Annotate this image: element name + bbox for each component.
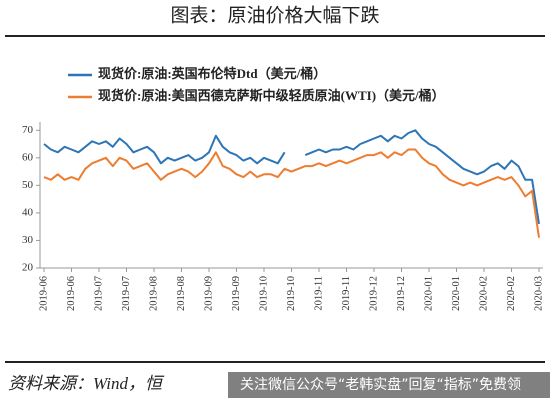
series-line [43,148,540,238]
x-tick-label: 2020-01 [423,276,434,311]
legend-label: 现货价:原油:英国布伦特Dtd（美元/桶） [98,66,326,81]
x-tick-label: 2019-12 [368,276,379,311]
y-tick-label: 20 [22,262,34,274]
x-tick-label: 2019-08 [176,276,187,311]
title: 图表：原油价格大幅下跌 [170,4,379,26]
legend-label: 现货价:原油:美国西德克萨斯中级轻质原油(WTI)（美元/桶） [98,88,445,103]
x-tick-label: 2020-02 [478,276,489,311]
y-tick-label: 60 [22,151,34,163]
x-tick-label: 2019-10 [286,276,297,311]
x-tick-label: 2019-09 [203,276,214,311]
source: 资料来源：Wind，恒 [8,374,165,393]
x-tick-label: 2020-03 [533,276,544,311]
x-tick-label: 2019-06 [66,276,77,311]
x-tick-label: 2019-06 [38,276,49,311]
x-tick-label: 2019-08 [148,276,159,311]
y-tick-label: 40 [22,206,34,218]
x-tick-label: 2019-12 [396,276,407,311]
y-tick-label: 70 [22,124,34,136]
x-tick-label: 2020-01 [451,276,462,311]
x-tick-label: 2019-10 [258,276,269,311]
x-tick-label: 2019-11 [341,276,352,311]
x-tick-label: 2019-07 [93,276,104,311]
x-tick-label: 2019-07 [121,276,132,311]
y-tick-label: 30 [22,234,34,246]
watermark-bg [228,372,550,398]
y-tick-label: 50 [22,179,34,191]
watermark: 关注微信公众号“老韩实盘”回复“指标”免费领 [240,376,521,393]
x-tick-label: 2019-09 [231,276,242,311]
x-tick-label: 2020-02 [506,276,517,311]
x-tick-label: 2019-11 [313,276,324,311]
series-line [43,129,540,225]
